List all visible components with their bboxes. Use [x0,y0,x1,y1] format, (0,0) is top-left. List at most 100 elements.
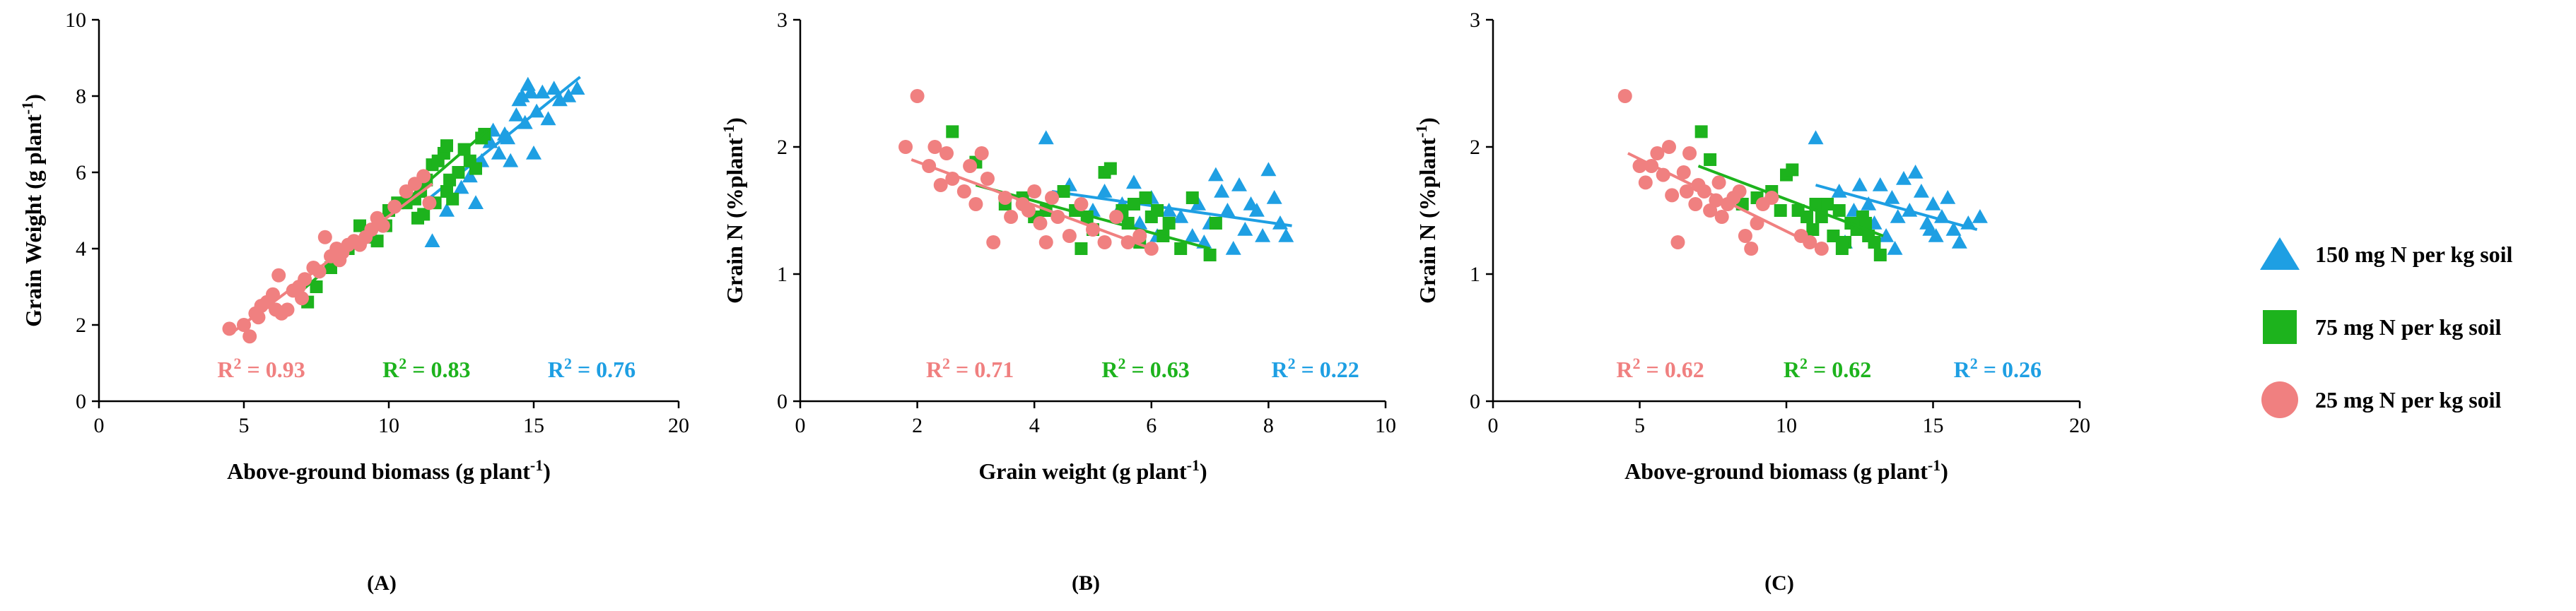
data-point [1038,235,1053,249]
y-tick-label: 3 [1470,8,1480,32]
data-point [416,169,431,184]
legend-item: 25 mg N per kg soil [2261,381,2502,418]
data-point [370,235,384,248]
x-tick-label: 15 [523,414,544,437]
data-point [271,268,286,283]
r-squared-label: R2 = 0.62 [1784,355,1871,382]
data-point [1670,235,1685,249]
data-point [1038,130,1054,145]
data-point [503,153,519,167]
data-point [1139,191,1152,204]
r-squared-label: R2 = 0.76 [548,355,636,382]
data-point [1835,242,1849,255]
data-point [1714,210,1729,224]
data-point [1878,228,1895,242]
y-tick-label: 2 [777,136,788,159]
data-point [453,179,469,194]
series-square [1694,125,1887,261]
r-squared-label: R2 = 0.26 [1954,355,2042,382]
data-point [317,230,332,244]
panel-b: 0 2 4 6 8 10 0 1 2 3 Grain weight (g plant-1) Grain… [720,8,1396,595]
panel-c: 0 5 10 15 20 0 1 2 3 Above-ground biomass (g plan… [1412,8,2090,595]
data-point [1808,130,1824,145]
data-point [1097,235,1112,249]
panel-a: 0 5 10 15 20 0 2 4 6 8 10 Above-ground biomass (g p… [18,8,689,595]
r-squared-label: R2 = 0.93 [217,355,305,382]
x-tick-label: 5 [1634,414,1645,437]
y-tick-label: 0 [1470,390,1480,413]
r-squared-label: R2 = 0.63 [1101,355,1189,382]
fit-line [1815,184,1978,231]
y-tick-label: 2 [76,314,86,337]
legend-label: 150 mg N per kg soil [2315,242,2513,267]
fit-line [1627,152,1822,250]
x-tick-label: 20 [2069,414,2090,437]
x-tick-label: 20 [668,414,689,437]
data-point [312,264,327,279]
data-point [1676,165,1691,179]
panel-label: (A) [367,571,397,595]
data-point [1237,222,1253,236]
data-point [1890,209,1906,223]
data-point [1688,197,1703,211]
data-point [1801,210,1814,223]
legend-item: 75 mg N per kg soil [2263,310,2502,344]
legend: 150 mg N per kg soil 75 mg N per kg soil 2… [2260,237,2513,418]
data-point [1617,89,1632,103]
data-point [1704,153,1717,166]
data-point [1109,210,1124,224]
data-point [1665,188,1680,203]
data-point [939,146,954,160]
data-point [1162,217,1176,230]
data-point [1214,184,1230,198]
data-point [1786,163,1799,177]
legend-marker-circle [2261,381,2298,418]
y-axis-title: Grain N (%plant-1) [1412,117,1440,304]
panel-label: (C) [1764,571,1794,595]
data-point [561,88,577,102]
data-point [1225,241,1241,255]
legend-label: 25 mg N per kg soil [2315,387,2502,413]
x-tick-label: 10 [1776,414,1797,437]
data-point [1907,165,1924,179]
data-point [1243,196,1259,210]
data-point [1021,203,1036,218]
data-point [1951,235,1967,249]
legend-label: 75 mg N per kg soil [2315,314,2502,340]
data-point [446,192,459,206]
r-squared-label: R2 = 0.71 [926,355,1014,382]
data-point [1103,162,1117,175]
x-tick-label: 10 [378,414,399,437]
data-point [946,125,959,138]
data-point [1887,241,1903,255]
data-point [569,81,585,95]
fit-line [911,158,1152,250]
data-point [1045,191,1060,205]
data-point [1694,125,1708,138]
data-point [1184,228,1200,242]
axes: 0 5 10 15 20 0 2 4 6 8 10 [65,8,689,437]
data-point [508,107,525,121]
data-point [1861,196,1877,210]
x-axis-title: Grain weight (g plant-1) [978,456,1207,484]
y-tick-label: 6 [76,161,86,184]
data-point [927,140,942,154]
axes: 0 2 4 6 8 10 0 1 2 3 [777,8,1396,437]
data-point [1057,185,1070,198]
data-point [424,233,440,247]
data-point [974,146,989,160]
data-point [222,321,237,336]
axes: 0 5 10 15 20 0 1 2 3 [1470,8,2090,437]
x-tick-label: 8 [1263,414,1274,437]
data-point [468,195,484,209]
data-point [986,235,1001,249]
data-point [439,203,455,217]
fit-line [231,182,433,334]
data-point [462,168,478,183]
data-point [1004,210,1019,224]
data-point [956,184,971,198]
y-tick-label: 0 [76,390,86,413]
data-point [1732,184,1747,198]
x-axis-title: Above-ground biomass (g plant-1) [1624,456,1948,484]
data-point [1033,216,1048,230]
